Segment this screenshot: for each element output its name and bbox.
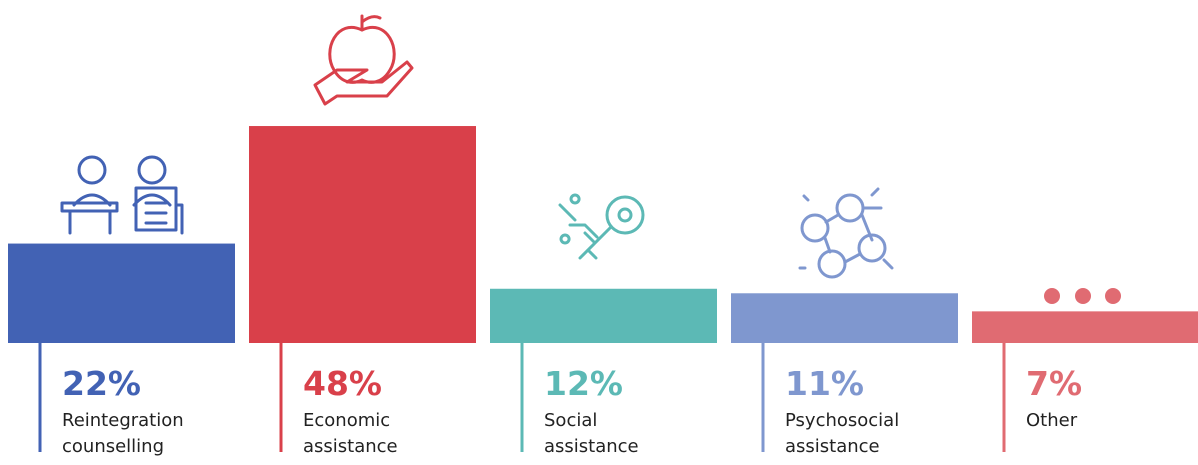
icon-social xyxy=(558,193,645,260)
bar xyxy=(731,293,958,343)
icon-counselling xyxy=(60,155,184,235)
category-label: Reintegration counselling xyxy=(62,410,184,457)
icon-other xyxy=(1044,288,1121,304)
category-label: Social assistance xyxy=(544,410,639,457)
value-label: 12% xyxy=(544,364,623,403)
icon-economic xyxy=(313,14,414,106)
bar xyxy=(8,243,235,343)
bar xyxy=(972,311,1198,343)
value-label: 22% xyxy=(62,364,141,403)
icon-psychosocial xyxy=(798,187,894,279)
value-label: 11% xyxy=(785,364,864,403)
value-label: 48% xyxy=(303,364,382,403)
category-label: Psychosocial assistance xyxy=(785,410,900,457)
category-label: Other xyxy=(1026,410,1078,431)
value-label: 7% xyxy=(1026,364,1083,403)
category-label: Economic assistance xyxy=(303,410,398,457)
bar xyxy=(249,126,476,343)
bar xyxy=(490,288,717,343)
